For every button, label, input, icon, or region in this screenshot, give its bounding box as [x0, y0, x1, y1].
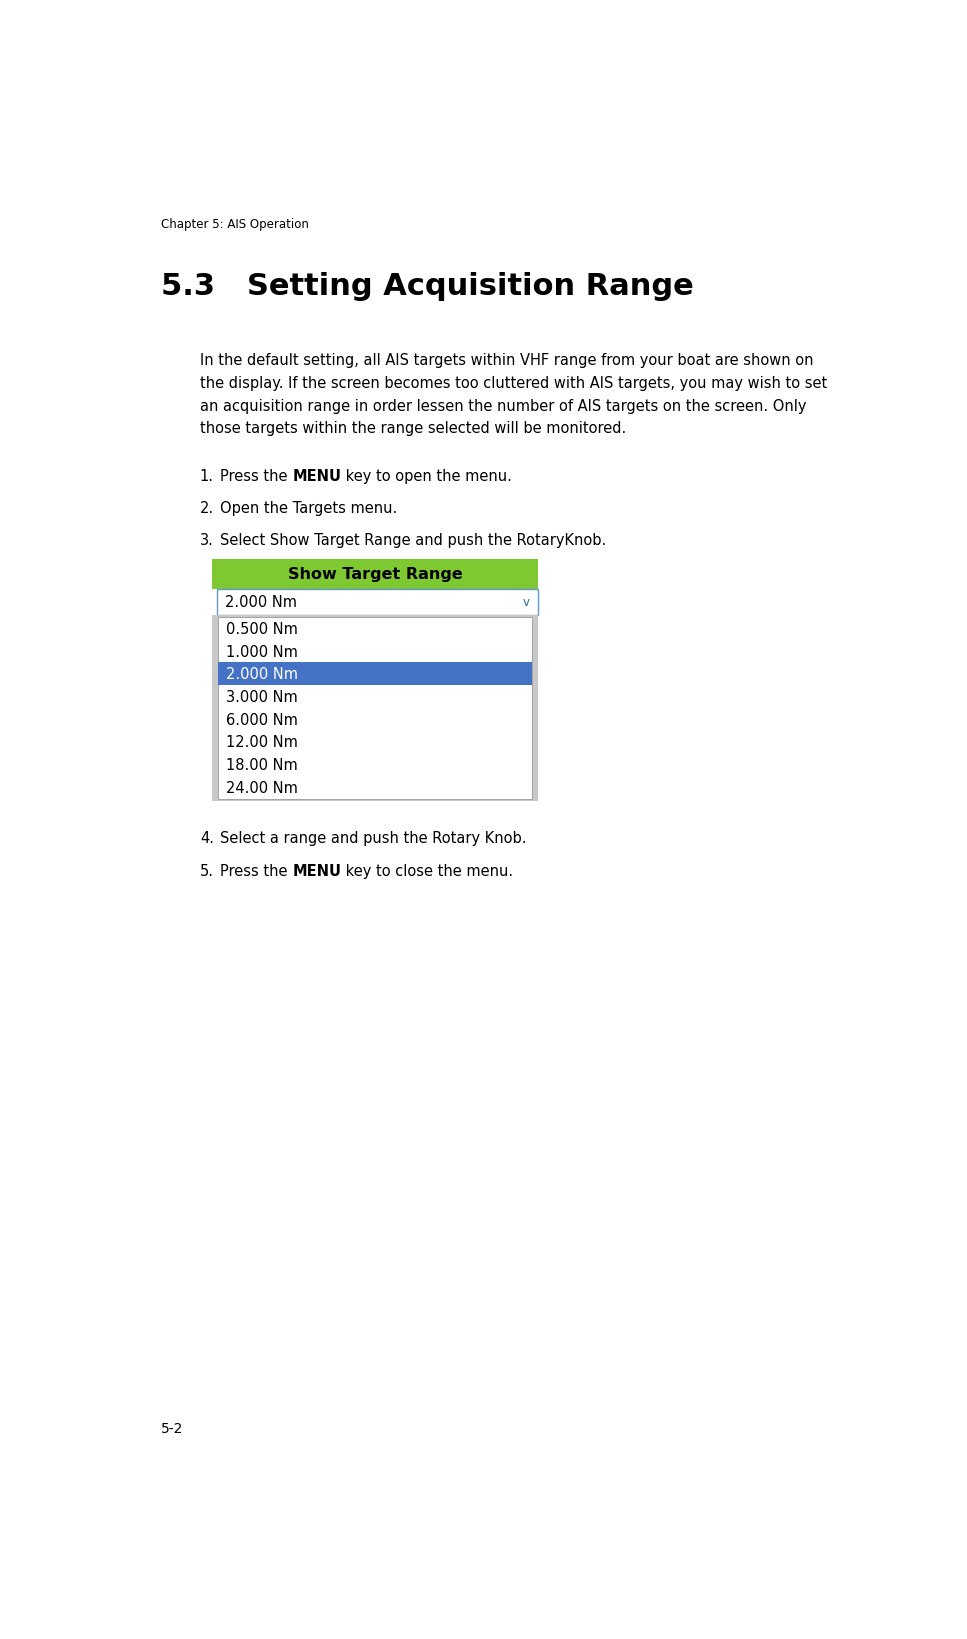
- Text: Chapter 5: AIS Operation: Chapter 5: AIS Operation: [161, 218, 309, 231]
- Text: 12.00 Nm: 12.00 Nm: [225, 734, 298, 751]
- Text: 24.00 Nm: 24.00 Nm: [225, 780, 298, 795]
- Text: Press the: Press the: [220, 469, 292, 484]
- Text: 5.: 5.: [200, 864, 214, 879]
- Text: 2.000 Nm: 2.000 Nm: [225, 667, 298, 682]
- Text: 6.000 Nm: 6.000 Nm: [225, 713, 298, 728]
- Text: 1.000 Nm: 1.000 Nm: [225, 644, 298, 659]
- Text: MENU: MENU: [292, 469, 341, 484]
- Text: 2.000 Nm: 2.000 Nm: [224, 595, 297, 610]
- Text: Show Target Range: Show Target Range: [288, 567, 462, 582]
- FancyBboxPatch shape: [218, 618, 533, 800]
- Text: MENU: MENU: [292, 864, 341, 879]
- Text: 0.500 Nm: 0.500 Nm: [225, 621, 298, 636]
- Text: 5.3   Setting Acquisition Range: 5.3 Setting Acquisition Range: [161, 272, 694, 302]
- Text: v: v: [523, 595, 530, 608]
- Text: key to open the menu.: key to open the menu.: [341, 469, 513, 484]
- Text: 4.: 4.: [200, 831, 214, 846]
- FancyBboxPatch shape: [218, 664, 533, 685]
- FancyBboxPatch shape: [213, 561, 538, 588]
- Text: the display. If the screen becomes too cluttered with AIS targets, you may wish : the display. If the screen becomes too c…: [200, 375, 827, 390]
- Text: 1.: 1.: [200, 469, 214, 484]
- Text: Select Show Target Range and push the RotaryKnob.: Select Show Target Range and push the Ro…: [220, 533, 606, 547]
- Text: those targets within the range selected will be monitored.: those targets within the range selected …: [200, 421, 627, 436]
- FancyBboxPatch shape: [213, 615, 538, 801]
- Text: an acquisition range in order lessen the number of AIS targets on the screen. On: an acquisition range in order lessen the…: [200, 398, 806, 413]
- Text: 3.000 Nm: 3.000 Nm: [225, 690, 297, 705]
- Text: key to close the menu.: key to close the menu.: [341, 864, 513, 879]
- Text: In the default setting, all AIS targets within VHF range from your boat are show: In the default setting, all AIS targets …: [200, 352, 813, 367]
- Text: Press the: Press the: [220, 864, 292, 879]
- Text: Select a range and push the Rotary Knob.: Select a range and push the Rotary Knob.: [220, 831, 527, 846]
- Text: 2.: 2.: [200, 500, 214, 516]
- Text: 3.: 3.: [200, 533, 214, 547]
- FancyBboxPatch shape: [217, 588, 538, 615]
- Text: Open the Targets menu.: Open the Targets menu.: [220, 500, 397, 516]
- Text: 5-2: 5-2: [161, 1421, 184, 1436]
- Text: 18.00 Nm: 18.00 Nm: [225, 757, 297, 772]
